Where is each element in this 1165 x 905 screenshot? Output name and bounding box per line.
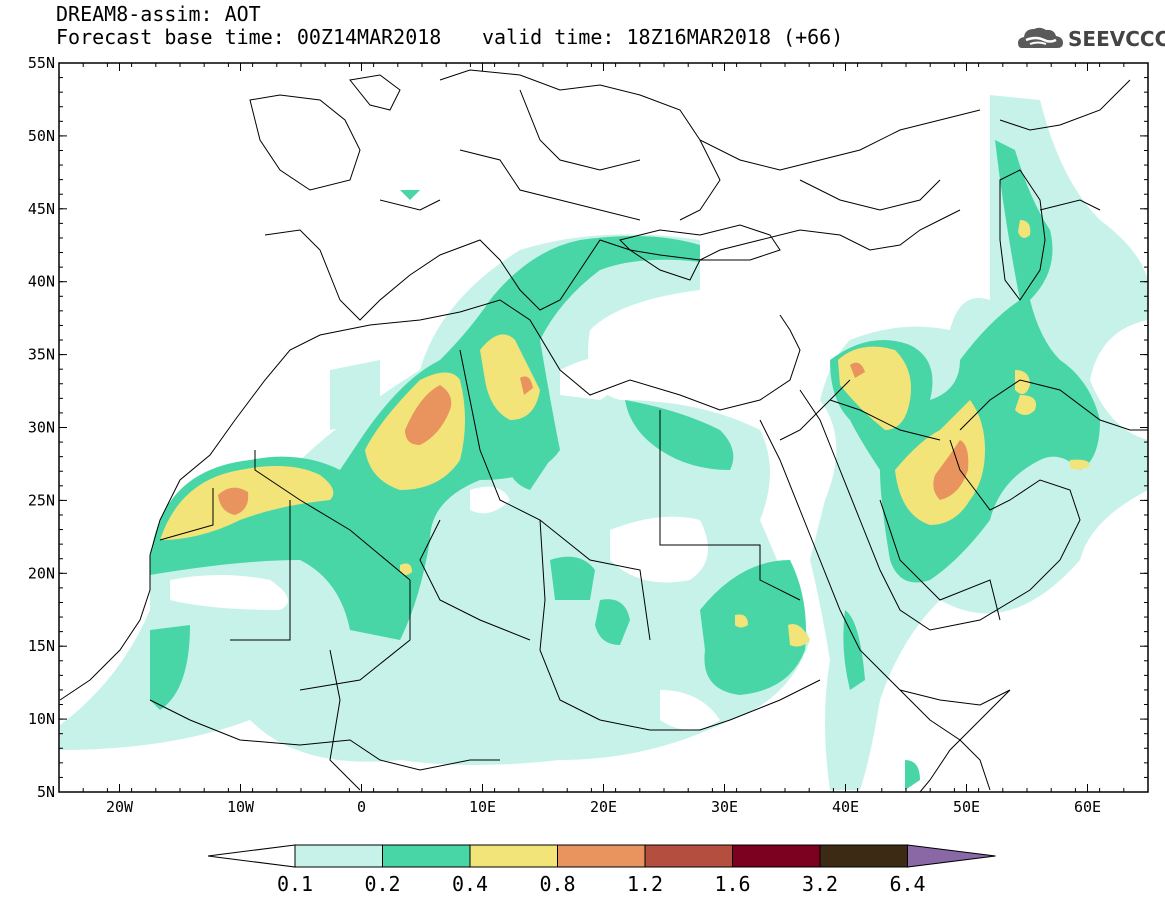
- borders: [159, 79, 1131, 791]
- colorbar-segment: [557, 844, 646, 868]
- lon-label: 50E: [953, 798, 980, 816]
- longitude-axis: 20W 10W 0 10E 20E 30E 40E 50E 60E: [58, 63, 1149, 816]
- lon-label: 10W: [227, 798, 255, 816]
- colorbar-label: 1.2: [627, 872, 663, 896]
- lon-label: 20W: [106, 798, 134, 816]
- cloud-icon: [1018, 27, 1063, 48]
- lon-label: 10E: [469, 798, 496, 816]
- colorbar-label: 0.4: [452, 872, 488, 896]
- lat-label: 30N: [28, 419, 55, 437]
- colorbar-segment: [732, 844, 821, 868]
- coastlines: [59, 69, 1148, 792]
- map-title: DREAM8-assim: AOT: [56, 2, 261, 26]
- lat-label: 35N: [28, 346, 55, 364]
- lat-label: 25N: [28, 491, 55, 509]
- colorbar-label: 1.6: [714, 872, 750, 896]
- colorbar: 0.1 0.2 0.4 0.8 1.2 1.6 3.2 6.4: [207, 844, 996, 896]
- colorbar-label: 3.2: [802, 872, 838, 896]
- lon-label: 30E: [711, 798, 738, 816]
- valid-time: valid time: 18Z16MAR2018 (+66): [482, 25, 844, 49]
- lat-label: 20N: [28, 564, 55, 582]
- lon-label: 0: [357, 798, 366, 816]
- colorbar-label: 0.8: [539, 872, 575, 896]
- colorbar-segment: [469, 844, 558, 868]
- colorbar-label: 6.4: [889, 872, 925, 896]
- colorbar-label: 0.1: [277, 872, 313, 896]
- logo-text: SEEVCCC: [1068, 27, 1165, 51]
- colorbar-segment: [294, 844, 383, 868]
- lon-label: 40E: [832, 798, 859, 816]
- colorbar-low-arrow: [207, 844, 296, 868]
- lat-label: 10N: [28, 710, 55, 728]
- lat-label: 45N: [28, 200, 55, 218]
- lon-label: 20E: [590, 798, 617, 816]
- colorbar-label: 0.2: [364, 872, 400, 896]
- forecast-base-time: Forecast base time: 00Z14MAR2018: [56, 25, 442, 49]
- seevccc-logo: SEEVCCC: [1016, 22, 1165, 56]
- latitude-axis: 55N 50N 45N 40N 35N 30N 25N 20N 15N 10N 5N: [28, 54, 1148, 801]
- lat-label: 5N: [37, 783, 55, 801]
- lat-label: 15N: [28, 637, 55, 655]
- lon-label: 60E: [1074, 798, 1101, 816]
- aot-field: [60, 95, 1148, 790]
- lat-label: 40N: [28, 273, 55, 291]
- lat-label: 55N: [28, 54, 55, 72]
- colorbar-segment: [819, 844, 908, 868]
- colorbar-segment: [644, 844, 733, 868]
- lat-label: 50N: [28, 127, 55, 145]
- colorbar-high-arrow: [907, 844, 996, 868]
- colorbar-segment: [382, 844, 471, 868]
